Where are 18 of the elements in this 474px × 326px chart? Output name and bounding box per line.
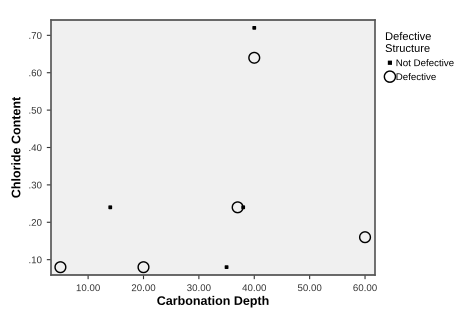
x-tick-label: 20.00 [132, 284, 156, 292]
y-tick-label: .30 [29, 182, 42, 189]
y-tick-label: .50 [29, 106, 42, 114]
legend-label: Not Defective [396, 59, 454, 66]
x-tick-label: 40.00 [242, 284, 266, 292]
x-tick-label: 50.00 [298, 284, 322, 292]
y-axis-title: Chloride Content [11, 96, 20, 198]
x-tick-label: 60.00 [353, 284, 377, 292]
y-tick-label: .70 [29, 32, 42, 39]
y-tick-label: .10 [29, 256, 42, 264]
y-tick-label: .60 [29, 69, 42, 76]
legend-label: Defective [396, 73, 436, 80]
x-tick-label: 30.00 [187, 284, 211, 292]
x-tick-label: 10.00 [76, 284, 100, 292]
legend-title: Defective Structure [386, 32, 431, 52]
x-axis-title: Carbonation Depth [157, 296, 268, 308]
y-tick-label: .40 [29, 144, 42, 152]
y-tick-label: .20 [29, 219, 42, 226]
